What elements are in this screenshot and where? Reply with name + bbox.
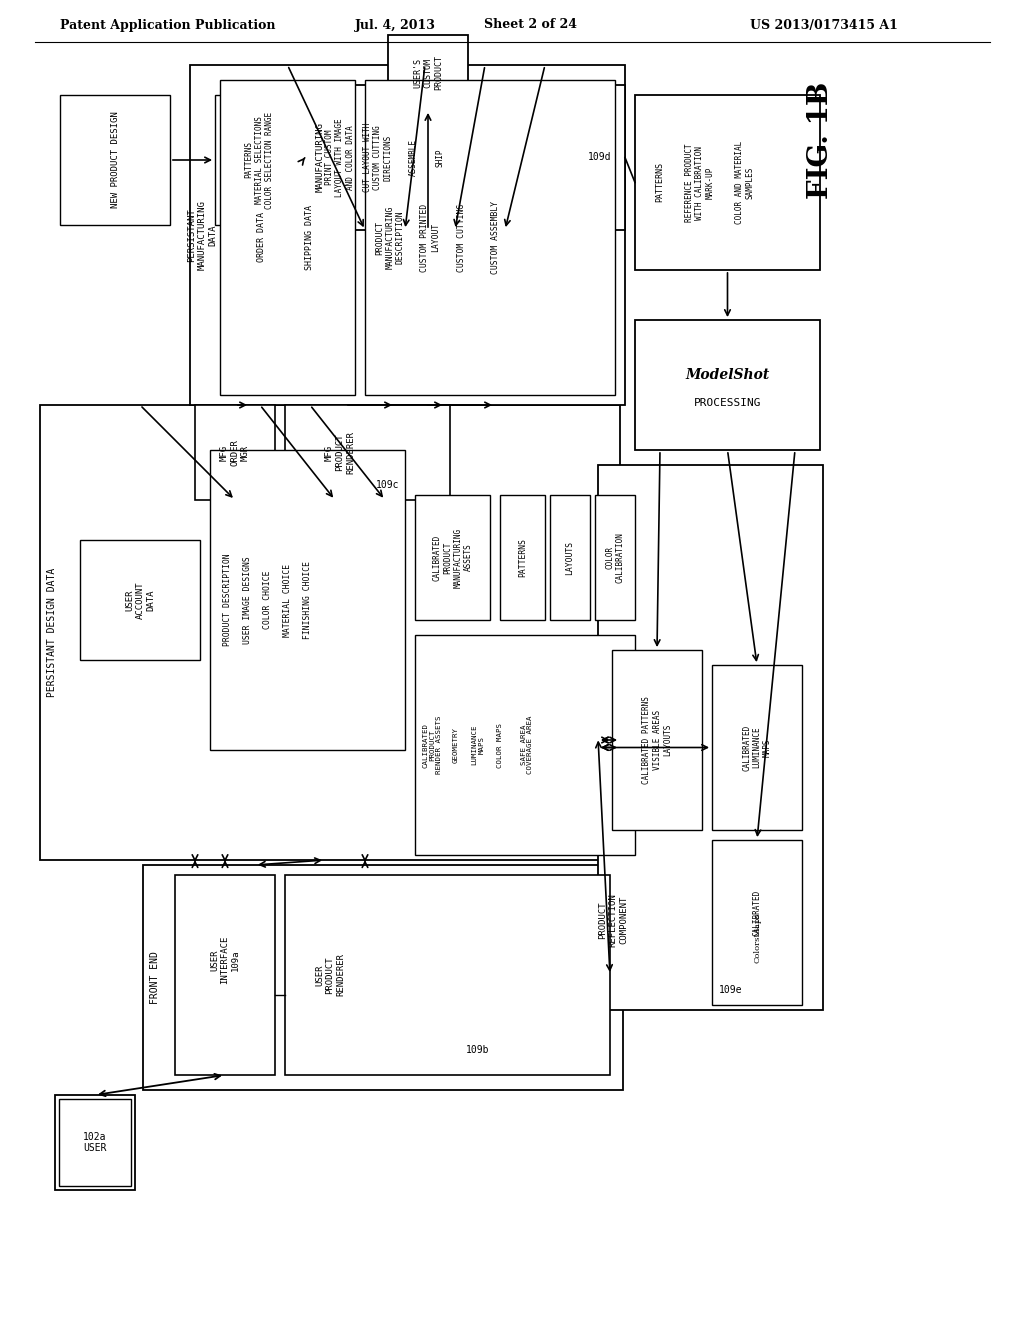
Bar <box>40 405 620 861</box>
Bar <box>415 495 490 620</box>
Bar <box>595 495 635 620</box>
Bar <box>215 95 303 224</box>
Text: CUSTOM ASSEMBLY: CUSTOM ASSEMBLY <box>490 201 500 275</box>
Bar <box>712 665 802 830</box>
Bar <box>285 875 610 1074</box>
Text: PRODUCT DESCRIPTION: PRODUCT DESCRIPTION <box>223 553 232 647</box>
Text: FRONT END: FRONT END <box>150 952 160 1005</box>
Bar <box>365 81 615 395</box>
Text: 102a
USER: 102a USER <box>83 1131 106 1154</box>
Text: 109d: 109d <box>588 153 611 162</box>
Text: USER'S
CUSTOM
PRODUCT: USER'S CUSTOM PRODUCT <box>413 55 443 90</box>
Bar <box>143 865 623 1090</box>
Text: PRODUCT
REFLECTION
COMPONENT: PRODUCT REFLECTION COMPONENT <box>598 894 628 946</box>
Text: MFG
ORDER
MGR: MFG ORDER MGR <box>220 440 250 466</box>
Text: MFG
PRODUCT
RENDERER: MFG PRODUCT RENDERER <box>325 432 355 474</box>
Bar <box>220 81 355 395</box>
Text: ORDER DATA: ORDER DATA <box>257 213 266 263</box>
Text: CALIBRATED
PRODUCT
RENDER ASSETS: CALIBRATED PRODUCT RENDER ASSETS <box>422 715 442 775</box>
Bar <box>635 95 820 271</box>
Text: PATTERNS: PATTERNS <box>518 539 527 577</box>
Text: PERSISTANT DESIGN DATA: PERSISTANT DESIGN DATA <box>47 568 57 697</box>
Text: COLOR
CALIBRATION: COLOR CALIBRATION <box>605 532 625 583</box>
Text: Sheet 2 of 24: Sheet 2 of 24 <box>483 18 577 32</box>
Text: 109b: 109b <box>466 1045 489 1055</box>
Text: COLOR CHOICE: COLOR CHOICE <box>263 570 272 630</box>
Bar <box>59 1100 131 1185</box>
Text: GEOMETRY: GEOMETRY <box>453 727 459 763</box>
Text: Patent Application Publication: Patent Application Publication <box>60 18 275 32</box>
Bar <box>195 405 275 500</box>
Text: ASSEMBLE: ASSEMBLE <box>409 139 418 176</box>
Text: CALIBRATED: CALIBRATED <box>753 890 762 936</box>
Text: COLOR MAPS: COLOR MAPS <box>497 722 503 767</box>
Bar <box>175 875 275 1074</box>
Text: PROCESSING: PROCESSING <box>693 399 761 408</box>
Bar <box>60 95 170 224</box>
Text: REFERENCE PRODUCT
WITH CALIBRATION
MARK-UP: REFERENCE PRODUCT WITH CALIBRATION MARK-… <box>685 143 715 222</box>
Text: MATERIAL CHOICE: MATERIAL CHOICE <box>284 564 293 636</box>
Bar <box>415 635 635 855</box>
Text: NEW PRODUCT DESIGN: NEW PRODUCT DESIGN <box>111 112 120 209</box>
Text: USER IMAGE DESIGNS: USER IMAGE DESIGNS <box>244 556 253 644</box>
Text: PATTERNS: PATTERNS <box>655 162 665 202</box>
Text: FINISHING CHOICE: FINISHING CHOICE <box>303 561 312 639</box>
Text: USER
INTERFACE
109a: USER INTERFACE 109a <box>210 936 240 985</box>
Text: CUSTOM CUTTING: CUSTOM CUTTING <box>458 203 467 272</box>
Text: CALIBRATED
PRODUCT
MANUFACTURING
ASSETS: CALIBRATED PRODUCT MANUFACTURING ASSETS <box>432 528 473 587</box>
Bar <box>550 495 590 620</box>
Bar <box>635 319 820 450</box>
Text: MANUFACTURING: MANUFACTURING <box>315 123 325 193</box>
Text: USER
PRODUCT
RENDERER: USER PRODUCT RENDERER <box>315 953 345 997</box>
Bar <box>210 450 406 750</box>
Text: Jul. 4, 2013: Jul. 4, 2013 <box>354 18 435 32</box>
Text: ModelShot: ModelShot <box>685 368 770 381</box>
Text: LUMINANCE
MAPS: LUMINANCE MAPS <box>471 725 484 766</box>
Text: COLOR AND MATERIAL
SAMPLES: COLOR AND MATERIAL SAMPLES <box>735 141 755 224</box>
Bar <box>285 405 450 500</box>
Bar <box>305 84 625 230</box>
Text: CALIBRATED
LUMINANCE
MAPS: CALIBRATED LUMINANCE MAPS <box>742 725 772 771</box>
Text: 109e: 109e <box>719 985 742 995</box>
Bar <box>500 495 545 620</box>
Text: PERSISTANT
MANUFACTURING
DATA: PERSISTANT MANUFACTURING DATA <box>187 201 217 269</box>
Text: PRODUCT
MANUFACTURING
DESCRIPTION: PRODUCT MANUFACTURING DESCRIPTION <box>375 206 404 269</box>
Text: CUT LAYOUT WITH
CUSTOM CUTTING
DIRECTIONS: CUT LAYOUT WITH CUSTOM CUTTING DIRECTION… <box>364 123 393 193</box>
Bar <box>388 36 468 110</box>
Text: CUSTOM PRINTED
LAYOUT: CUSTOM PRINTED LAYOUT <box>420 203 439 272</box>
Bar <box>55 1096 135 1191</box>
Bar <box>612 649 702 830</box>
Text: SHIPPING DATA: SHIPPING DATA <box>305 205 314 271</box>
Text: SAFE AREA
COVERAGE AREA: SAFE AREA COVERAGE AREA <box>520 715 534 775</box>
Bar <box>80 540 200 660</box>
Text: PATTERNS
MATERIAL SELECTIONS
COLOR SELECTION RANGE: PATTERNS MATERIAL SELECTIONS COLOR SELEC… <box>244 111 273 209</box>
Text: LAYOUTS: LAYOUTS <box>565 540 574 574</box>
Text: CALIBRATED PATTERNS
VISIBLE AREAS
LAYOUTS: CALIBRATED PATTERNS VISIBLE AREAS LAYOUT… <box>642 696 672 784</box>
Bar <box>190 65 625 405</box>
Bar <box>712 840 802 1005</box>
Text: PRINT CUSTOM
LAYOUT WITH IMAGE
AND COLOR DATA: PRINT CUSTOM LAYOUT WITH IMAGE AND COLOR… <box>325 119 355 197</box>
Text: FIG. 1B: FIG. 1B <box>807 82 834 198</box>
Text: 109c: 109c <box>376 480 399 490</box>
Text: ColorsМaps: ColorsМaps <box>753 912 761 962</box>
Text: USER
ACCOUNT
DATA: USER ACCOUNT DATA <box>125 581 155 619</box>
Bar <box>598 465 823 1010</box>
Text: US 2013/0173415 A1: US 2013/0173415 A1 <box>750 18 898 32</box>
Text: SHIP: SHIP <box>435 148 444 166</box>
